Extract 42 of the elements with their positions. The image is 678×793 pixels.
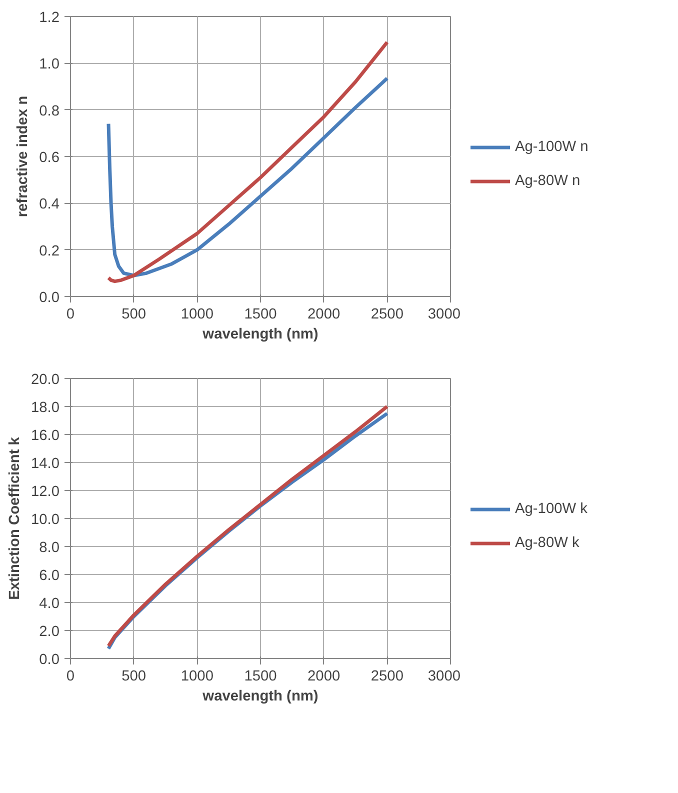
x-tick-label: 1500 [244,668,277,684]
x-tick-label: 2500 [370,668,404,684]
y-tick-label: 14.0 [30,456,60,472]
x-tick-label: 1500 [244,306,277,322]
x-tick-label: 2000 [308,306,340,322]
y-tick-label: 6.0 [39,568,60,584]
legend-label: Ag-100W k [515,500,588,516]
legend-label: Ag-80W k [515,534,580,550]
x-tick-label: 0 [66,668,75,684]
y-tick-label: 2.0 [39,624,60,640]
y-tick-label: 1.2 [39,10,60,26]
y-tick-label: 8.0 [39,540,60,556]
y-tick-label: 1.0 [39,56,60,73]
y-axis-title: refractive index n [15,96,32,218]
y-tick-label: 12.0 [30,484,60,500]
y-tick-label: 0.0 [39,652,60,668]
y-tick-label: 0.6 [39,150,60,166]
y-tick-label: 10.0 [30,512,60,528]
x-axis-title: wavelength (nm) [202,326,318,342]
legend-label: Ag-100W n [515,138,588,154]
y-tick-label: 0.8 [39,103,60,120]
x-axis-title: wavelength (nm) [202,688,318,704]
x-tick-label: 0 [66,306,75,322]
y-tick-label: 18.0 [30,400,60,416]
line-series [106,40,389,284]
y-tick-label: 20.0 [30,372,60,388]
legend-label: Ag-80W n [515,172,580,188]
x-tick-label: 3000 [428,668,461,684]
x-tick-label: 2500 [370,306,404,322]
y-tick-label: 16.0 [30,428,60,444]
x-tick-label: 3000 [428,306,461,322]
x-tick-label: 500 [122,306,146,322]
y-tick-label: 0.4 [39,196,60,213]
line-series [106,76,389,278]
x-tick-label: 1000 [180,668,214,684]
x-tick-label: 1000 [180,306,214,322]
y-axis-title: Extinction Coefficient k [6,436,23,600]
x-tick-label: 500 [122,668,146,684]
y-tick-label: 0.0 [39,290,60,306]
y-tick-label: 4.0 [39,596,60,612]
y-tick-label: 0.2 [39,243,60,260]
x-tick-label: 2000 [308,668,340,684]
